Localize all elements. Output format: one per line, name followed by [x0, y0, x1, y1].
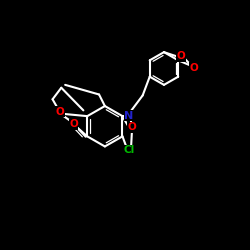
Text: N: N: [124, 111, 134, 121]
Text: Cl: Cl: [124, 145, 135, 155]
Text: O: O: [176, 51, 185, 61]
Text: O: O: [56, 107, 64, 117]
Text: O: O: [69, 119, 78, 129]
Text: O: O: [128, 122, 136, 132]
Text: O: O: [190, 62, 198, 72]
